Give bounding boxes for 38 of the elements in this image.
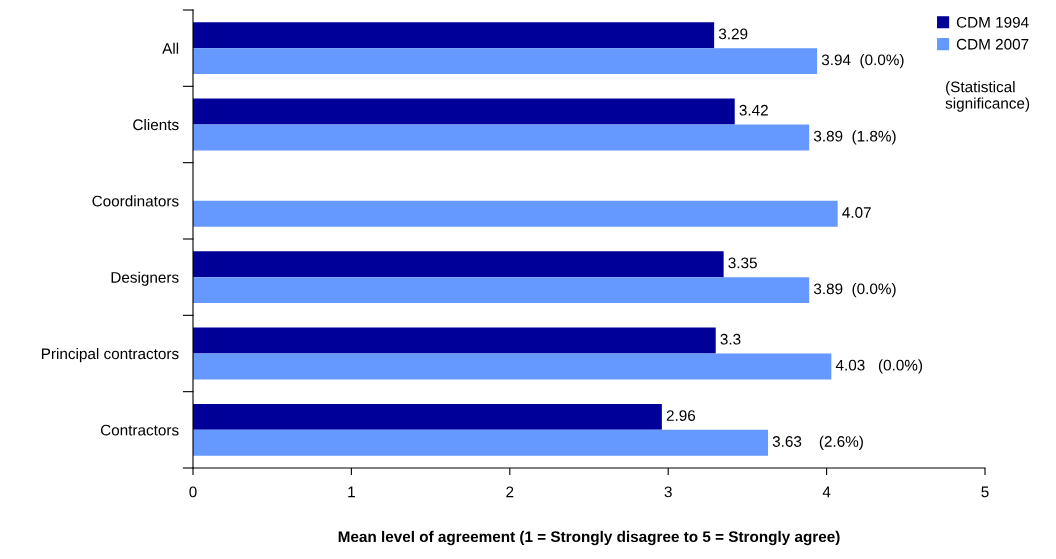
data-label: 3.29: [718, 28, 748, 40]
legend-label: CDM 2007: [956, 38, 1029, 50]
data-label: 2.96: [666, 410, 696, 421]
x-tick-label: 4: [822, 486, 831, 498]
x-tick-label: 2: [506, 486, 514, 498]
x-tick-label: 1: [348, 486, 355, 498]
y-tick-label: Clients: [133, 118, 179, 131]
bar: [193, 200, 838, 227]
bar: [193, 124, 810, 151]
bar: [193, 327, 716, 354]
bar: [193, 353, 832, 380]
data-label: 3.63 (2.6%): [772, 435, 863, 450]
x-axis-title: Mean level of agreement (1 = Strongly disagree to 5 = Strongly agree): [338, 530, 840, 546]
data-label: 3.35: [728, 257, 757, 269]
y-tick-label: All: [162, 42, 179, 54]
y-tick-label: Principal contractors: [41, 347, 179, 363]
data-label: 4.07: [842, 207, 871, 218]
x-tick-label: 5: [981, 486, 989, 498]
x-tick-label: 0: [189, 486, 197, 498]
data-label: 3.3: [720, 333, 741, 345]
data-label: 4.03 (0.0%): [835, 359, 923, 374]
data-label: 3.89 (1.8%): [813, 130, 896, 145]
bar: [193, 403, 662, 430]
data-label: 3.42: [739, 104, 768, 116]
bar: [193, 277, 810, 304]
y-tick-label: Designers: [111, 271, 179, 286]
x-tick-label: 3: [664, 486, 672, 498]
y-tick-label: Contractors: [100, 424, 179, 436]
legend-label: CDM 1994: [956, 16, 1029, 28]
bar: [193, 98, 735, 125]
data-label: 3.94 (0.0%): [821, 54, 904, 69]
bar: [193, 251, 724, 278]
annotation: (Statistical significance): [945, 81, 1030, 112]
data-label: 3.89 (0.0%): [813, 283, 896, 298]
bar: [193, 48, 818, 75]
bar: [193, 22, 715, 49]
y-tick-label: Coordinators: [92, 195, 179, 207]
bar: [193, 429, 768, 456]
